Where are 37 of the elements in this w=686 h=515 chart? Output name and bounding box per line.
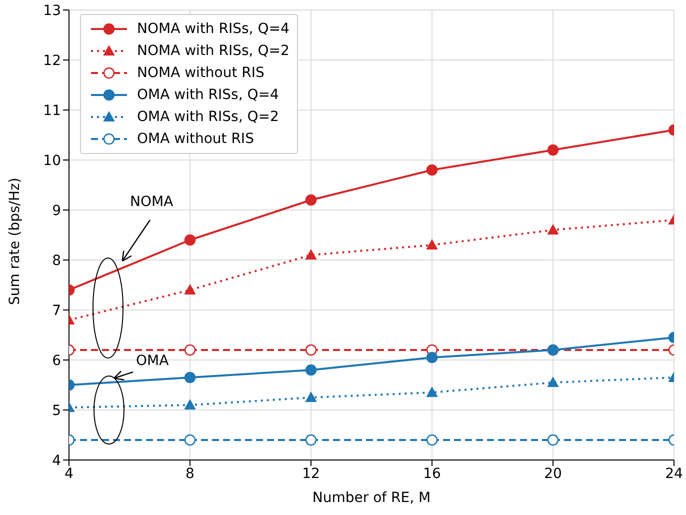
legend-label: NOMA with RISs, Q=4 bbox=[137, 21, 290, 37]
y-tick-label: 11 bbox=[43, 102, 61, 119]
point bbox=[306, 392, 316, 402]
point bbox=[305, 344, 317, 356]
y-tick-label: 4 bbox=[52, 452, 62, 469]
legend-label: OMA with RISs, Q=2 bbox=[137, 109, 279, 125]
x-tick-label: 16 bbox=[423, 466, 441, 482]
x-tick-label: 24 bbox=[665, 466, 683, 482]
legend-label: OMA with RISs, Q=4 bbox=[137, 87, 279, 103]
legend-label: NOMA with RISs, Q=2 bbox=[137, 43, 290, 59]
y-tick-label: 8 bbox=[52, 252, 61, 269]
y-tick-label: 13 bbox=[43, 2, 61, 19]
point bbox=[426, 387, 438, 397]
y-tick-label: 5 bbox=[52, 402, 61, 419]
x-axis-title: Number of RE, M bbox=[312, 490, 431, 506]
y-tick-label: 12 bbox=[43, 52, 61, 69]
point bbox=[426, 352, 438, 364]
point bbox=[305, 194, 317, 206]
y-tick-label: 7 bbox=[52, 302, 61, 319]
y-tick-label: 10 bbox=[43, 152, 61, 169]
point bbox=[426, 164, 438, 176]
x-tick-label: 12 bbox=[302, 466, 320, 482]
legend-label: OMA without RIS bbox=[137, 131, 254, 147]
x-tick-label: 4 bbox=[64, 466, 74, 482]
x-tick-label: 20 bbox=[544, 466, 562, 482]
y-tick-label: 6 bbox=[52, 352, 62, 369]
annotation: OMA bbox=[136, 353, 169, 369]
point bbox=[305, 364, 317, 376]
x-tick-label: 8 bbox=[186, 466, 194, 482]
annotation: NOMA bbox=[130, 194, 174, 210]
y-tick-label: 9 bbox=[52, 202, 61, 219]
point bbox=[426, 434, 438, 446]
y-axis-title: Sum rate (bps/Hz) bbox=[6, 178, 23, 305]
legend-label: NOMA without RIS bbox=[137, 65, 264, 81]
point bbox=[305, 434, 317, 446]
point bbox=[426, 240, 438, 250]
point bbox=[306, 250, 316, 260]
